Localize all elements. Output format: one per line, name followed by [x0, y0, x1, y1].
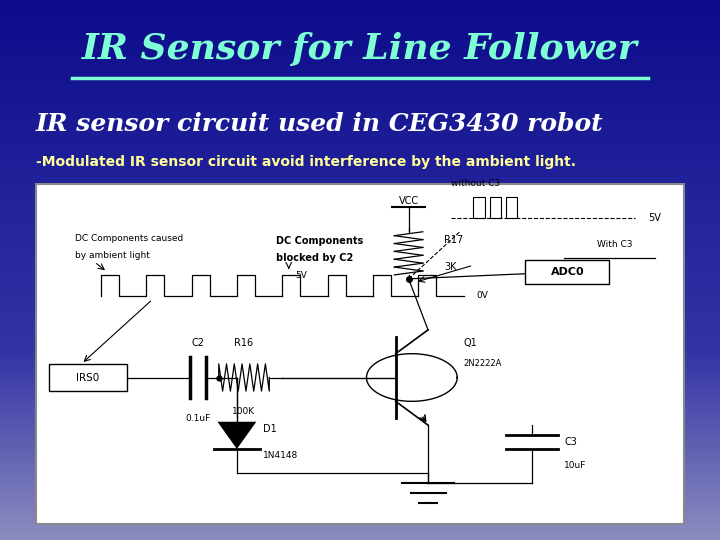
- Text: 2N2222A: 2N2222A: [464, 360, 502, 368]
- Text: ADC0: ADC0: [551, 267, 584, 277]
- Bar: [505, 197, 518, 218]
- Text: 10uF: 10uF: [564, 462, 587, 470]
- Text: 5V: 5V: [295, 271, 307, 280]
- Text: IRS0: IRS0: [76, 373, 99, 382]
- Text: blocked by C2: blocked by C2: [276, 253, 353, 264]
- Text: DC Components caused: DC Components caused: [75, 233, 183, 242]
- Text: without C3: without C3: [451, 179, 500, 188]
- Text: D1: D1: [263, 423, 276, 434]
- Text: 100K: 100K: [233, 407, 256, 416]
- Text: IR sensor circuit used in CEG3430 robot: IR sensor circuit used in CEG3430 robot: [36, 112, 603, 136]
- Text: R16: R16: [235, 339, 253, 348]
- Text: 3K: 3K: [444, 262, 456, 272]
- Text: 1N4148: 1N4148: [263, 451, 298, 460]
- Bar: [474, 197, 485, 218]
- Text: 0.1uF: 0.1uF: [185, 414, 211, 423]
- Text: VCC: VCC: [399, 195, 418, 206]
- Text: DC Components: DC Components: [276, 237, 363, 246]
- Text: IR Sensor for Line Follower: IR Sensor for Line Follower: [82, 32, 638, 65]
- Text: Q1: Q1: [464, 339, 477, 348]
- Text: 0V: 0V: [477, 292, 488, 300]
- Text: With C3: With C3: [596, 240, 632, 249]
- Text: R17: R17: [444, 235, 464, 245]
- Text: by ambient light: by ambient light: [75, 251, 150, 260]
- Polygon shape: [217, 422, 256, 449]
- Text: -Modulated IR sensor circuit avoid interference by the ambient light.: -Modulated IR sensor circuit avoid inter…: [36, 155, 576, 169]
- FancyBboxPatch shape: [525, 260, 609, 284]
- Text: C3: C3: [564, 437, 577, 447]
- Text: C2: C2: [192, 339, 204, 348]
- Bar: [490, 197, 501, 218]
- Text: 5V: 5V: [649, 213, 661, 222]
- Bar: [49, 364, 127, 391]
- FancyBboxPatch shape: [36, 184, 684, 524]
